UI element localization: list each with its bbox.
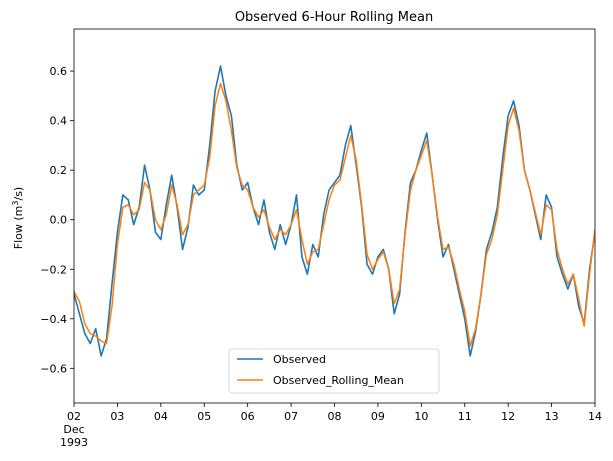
- x-tick-label: 02 Dec 1993: [60, 410, 88, 449]
- x-tick-label: 10: [414, 410, 428, 423]
- y-tick-label: −0.6: [40, 362, 67, 375]
- series-line-rolling-mean: [74, 82, 595, 347]
- x-tick-label: 07: [284, 410, 298, 423]
- legend-label-observed: Observed: [273, 353, 326, 366]
- y-tick-label: −0.2: [40, 263, 67, 276]
- chart-title: Observed 6-Hour Rolling Mean: [235, 10, 433, 25]
- x-tick-label: 05: [197, 410, 211, 423]
- x-tick-label: 08: [328, 410, 342, 423]
- plot-area: [73, 28, 596, 404]
- x-tick-label: 14: [588, 410, 602, 423]
- y-tick-label: 0.6: [50, 65, 68, 78]
- x-tick-label: 04: [154, 410, 168, 423]
- x-tick-label: 09: [371, 410, 385, 423]
- y-tick-label: 0.0: [50, 214, 68, 227]
- legend: Observed Observed_Rolling_Mean: [228, 348, 440, 394]
- x-tick-label: 13: [545, 410, 559, 423]
- y-tick-label: 0.2: [50, 164, 68, 177]
- legend-label-rolling-mean: Observed_Rolling_Mean: [273, 374, 404, 387]
- x-tick-label: 03: [110, 410, 124, 423]
- y-tick-label: −0.4: [40, 313, 67, 326]
- y-tick-label: 0.4: [50, 115, 68, 128]
- x-tick-label: 11: [458, 410, 472, 423]
- series-line-observed: [74, 65, 595, 357]
- plot-frame: [73, 28, 596, 404]
- y-axis: −0.6 −0.4 −0.2 0.0 0.2 0.4 0.6: [40, 65, 74, 375]
- legend-box: [228, 348, 440, 394]
- y-axis-label: Flow (m3/s): [11, 187, 25, 249]
- x-axis: 02 Dec 1993 03 04 05 06 07 08 09 10 11 12 13 14: [60, 403, 602, 449]
- x-tick-label: 12: [501, 410, 515, 423]
- x-tick-label: 06: [241, 410, 255, 423]
